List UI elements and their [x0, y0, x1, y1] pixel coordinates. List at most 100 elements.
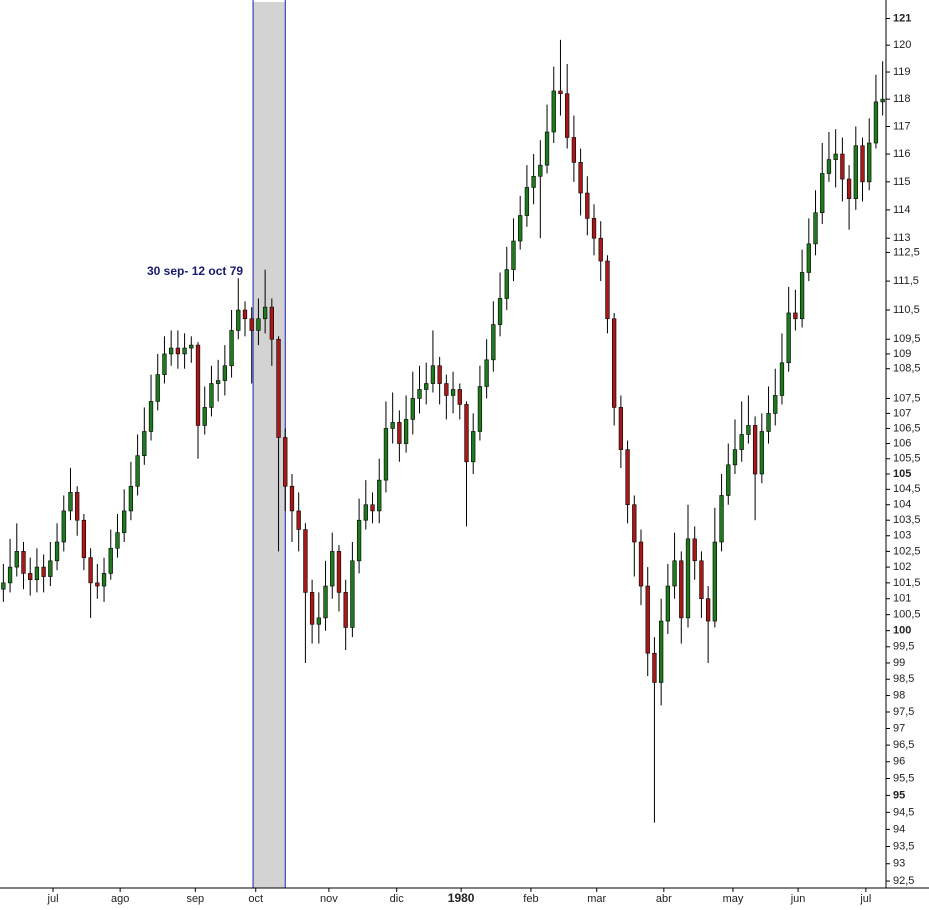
candle-body — [242, 309, 248, 320]
candle-body — [309, 592, 315, 625]
y-tick-label: 102 — [893, 561, 911, 573]
candle-body — [155, 374, 160, 402]
candle-body — [28, 573, 33, 581]
candle-body — [867, 142, 872, 183]
y-tick-label: 107 — [893, 407, 911, 419]
candle-body — [54, 541, 60, 562]
candle-body — [236, 309, 241, 331]
highlight-band: 30 sep- 12 oct 79 — [147, 0, 286, 888]
candle-body — [880, 98, 885, 103]
candle-body — [262, 306, 268, 320]
candle-body — [497, 298, 503, 325]
candle-body — [175, 347, 181, 355]
x-tick-label: oct — [248, 893, 263, 905]
y-tick-label: 111,5 — [893, 275, 919, 287]
candle-body — [256, 318, 261, 331]
candle-body — [799, 272, 805, 320]
candle-body — [410, 398, 415, 420]
candle-body — [41, 566, 46, 577]
y-tick-label: 105 — [893, 468, 911, 480]
y-tick-label: 103 — [893, 530, 911, 542]
candle-body — [558, 90, 563, 95]
candle-body — [403, 419, 409, 444]
candle-body — [746, 425, 751, 435]
candle-body — [826, 159, 832, 174]
candle-body — [122, 510, 127, 533]
candle-body — [14, 551, 19, 568]
candle-body — [840, 153, 845, 180]
x-tick-label: abr — [656, 893, 672, 905]
candle-body — [524, 187, 530, 216]
candle-body — [61, 510, 66, 543]
candle-body — [303, 529, 308, 593]
x-tick-label: dic — [390, 893, 405, 905]
y-tick-label: 119 — [893, 66, 911, 78]
candle-body — [585, 192, 590, 219]
candle-body — [612, 318, 617, 408]
candle-body — [215, 380, 221, 384]
candle-body — [95, 582, 100, 587]
candle-body — [182, 347, 187, 355]
candle-body — [705, 598, 711, 622]
candle-body — [222, 365, 228, 381]
y-tick-label: 96 — [893, 756, 905, 768]
y-tick-label: 93,5 — [893, 840, 914, 852]
candle-body — [296, 510, 301, 530]
y-tick-label: 101 — [893, 593, 911, 605]
candle-body — [793, 312, 798, 320]
candle-body — [484, 359, 489, 387]
candle-body — [189, 344, 194, 349]
y-tick-label: 115 — [893, 176, 911, 188]
candle-body — [283, 437, 288, 487]
candle-body — [658, 620, 664, 683]
candle-body — [477, 386, 483, 432]
candle-body — [343, 592, 348, 628]
y-tick-label: 94,5 — [893, 806, 914, 818]
candle-body — [752, 425, 758, 475]
candle-body — [101, 573, 107, 587]
candle-body — [21, 551, 26, 574]
y-tick-label: 108,5 — [893, 363, 921, 375]
candle-body — [195, 344, 201, 426]
candle-body — [356, 519, 362, 562]
candle-body — [820, 173, 825, 214]
candle-body — [48, 560, 53, 577]
y-tick-label: 116 — [893, 148, 911, 160]
y-tick-label: 100,5 — [893, 609, 921, 621]
highlight-rect — [253, 2, 286, 888]
candle-body — [7, 566, 13, 584]
candle-body — [739, 434, 744, 450]
candle-body — [538, 164, 543, 177]
y-tick-label: 109 — [893, 348, 911, 360]
candle-body — [68, 492, 73, 512]
candle-body — [571, 137, 577, 163]
candle-body — [732, 449, 738, 466]
candle-body — [860, 145, 865, 183]
x-tick-label: feb — [523, 893, 538, 905]
candle-body — [511, 240, 516, 270]
candle-body — [605, 260, 610, 320]
y-tick-label: 109,5 — [893, 333, 921, 345]
candle-body — [450, 389, 456, 396]
candle-body — [504, 269, 509, 299]
candle-body — [699, 560, 704, 600]
candle-body — [377, 479, 382, 512]
candle-body — [115, 532, 120, 549]
candle-body — [853, 145, 858, 199]
candle-body — [813, 212, 818, 245]
candle-body — [638, 541, 644, 587]
candle-body — [169, 347, 174, 355]
y-tick-label: 120 — [893, 39, 911, 51]
x-tick-label: may — [723, 893, 744, 905]
x-tick-label: ago — [111, 893, 129, 905]
y-tick-label: 93 — [893, 858, 905, 870]
y-tick-label: 95 — [893, 789, 905, 801]
x-tick-label: 1980 — [448, 891, 475, 905]
y-tick-label: 98 — [893, 689, 905, 701]
candle-body — [229, 330, 234, 367]
y-tick-label: 105,5 — [893, 453, 921, 465]
x-tick-label: mar — [587, 893, 606, 905]
candle-body — [457, 389, 462, 405]
